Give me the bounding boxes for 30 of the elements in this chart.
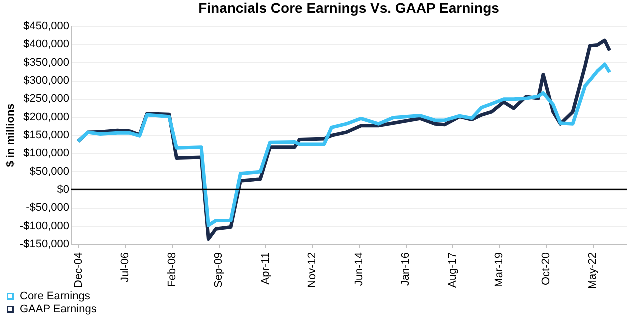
line-series <box>76 62 612 228</box>
y-tick-label: $450,000 <box>24 20 70 32</box>
y-tick-label: $250,000 <box>24 93 70 106</box>
y-tick-label: $300,000 <box>24 75 70 87</box>
y-tick-label: -$50,000 <box>26 202 70 214</box>
y-tick-label: -$150,000 <box>20 238 70 250</box>
y-tick-label: $200,000 <box>24 111 70 124</box>
x-tick-label: Oct-20 <box>540 252 552 286</box>
y-tick-label: $50,000 <box>30 166 70 178</box>
x-tick-label: Aug-17 <box>446 252 459 288</box>
y-tick-label: $0 <box>57 184 70 196</box>
y-tick-label: $150,000 <box>24 130 70 142</box>
legend-label: Core Earnings <box>20 290 91 302</box>
y-tick-label: $400,000 <box>24 38 70 51</box>
chart-title: Financials Core Earnings Vs. GAAP Earnings <box>198 0 500 16</box>
x-tick-label: Sep-09 <box>213 252 226 288</box>
x-tick-label: Apr-11 <box>260 252 272 285</box>
x-tick-label: Nov-12 <box>306 252 319 288</box>
y-tick-label: $350,000 <box>24 56 70 69</box>
x-tick-label: Jul-06 <box>120 252 132 282</box>
y-tick-label: $100,000 <box>24 148 70 160</box>
x-tick-label: Dec-04 <box>72 252 85 288</box>
y-axis-title: $ in millions <box>4 104 17 168</box>
legend-label: GAAP Earnings <box>20 304 98 316</box>
x-tick-label: Jun-14 <box>353 252 366 286</box>
x-tick-label: Jan-16 <box>400 252 412 286</box>
x-tick-label: May-22 <box>587 252 600 290</box>
x-tick-label: Feb-08 <box>166 252 178 288</box>
y-tick-label: -$100,000 <box>20 220 70 232</box>
x-tick-label: Mar-19 <box>494 252 506 288</box>
